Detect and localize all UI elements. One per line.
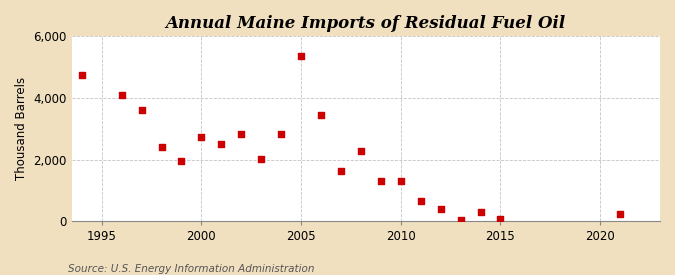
Point: [156, 145, 167, 150]
Point: [176, 159, 187, 164]
Point: [216, 142, 227, 147]
Point: [296, 54, 306, 59]
Point: [256, 157, 267, 161]
Point: [76, 73, 87, 77]
Point: [475, 210, 486, 214]
Point: [415, 199, 426, 204]
Point: [435, 207, 446, 211]
Point: [615, 212, 626, 217]
Text: Source: U.S. Energy Information Administration: Source: U.S. Energy Information Administ…: [68, 264, 314, 274]
Point: [276, 131, 287, 136]
Point: [495, 217, 506, 221]
Point: [335, 168, 346, 173]
Point: [136, 108, 147, 112]
Point: [375, 179, 386, 183]
Point: [196, 134, 207, 139]
Point: [316, 113, 327, 117]
Point: [455, 218, 466, 222]
Y-axis label: Thousand Barrels: Thousand Barrels: [15, 77, 28, 180]
Title: Annual Maine Imports of Residual Fuel Oil: Annual Maine Imports of Residual Fuel Oi…: [166, 15, 566, 32]
Point: [236, 131, 246, 136]
Point: [116, 93, 127, 97]
Point: [396, 179, 406, 183]
Point: [356, 148, 367, 153]
